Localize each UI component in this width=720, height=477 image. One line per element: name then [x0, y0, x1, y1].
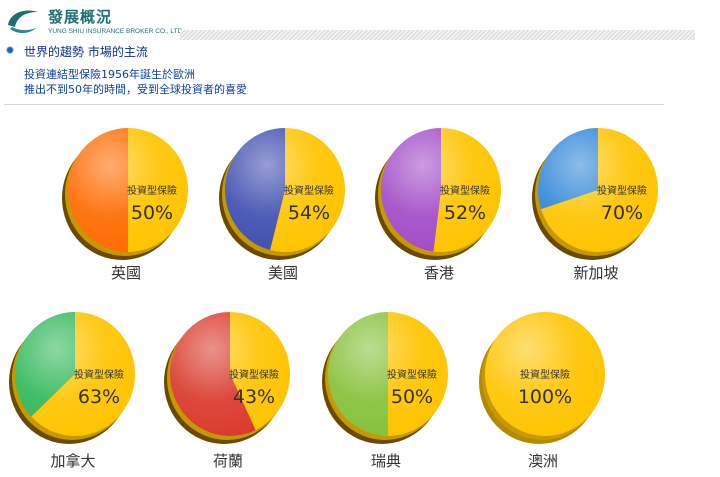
pie-country-label: 英國 — [111, 264, 141, 282]
pie-value-label: 100% — [518, 386, 572, 408]
pie-country-label: 澳洲 — [528, 452, 558, 470]
pie-gloss — [381, 128, 501, 252]
logo-icon — [8, 10, 38, 34]
pie-chart-3: 投資型保險 52% 香港 — [375, 128, 502, 282]
pie-gloss — [15, 312, 135, 436]
pie-chart-7: 投資型保險 50% 瑞典 — [322, 312, 448, 470]
pie-value-label: 70% — [601, 202, 643, 224]
intro-line-2: 推出不到50年的時間，受到全球投資者的喜愛 — [24, 83, 247, 96]
pie-country-label: 美國 — [268, 264, 298, 282]
pie-country-label: 瑞典 — [371, 452, 401, 470]
pie-slice-label: 投資型保險 — [387, 368, 437, 381]
pie-gloss — [328, 312, 448, 436]
pie-value-label: 50% — [391, 386, 433, 408]
section-bullet-icon — [7, 47, 13, 53]
pie-gloss — [485, 312, 605, 436]
intro-line-1: 投資連結型保險1956年誕生於歐洲 — [24, 68, 195, 81]
pie-gloss — [68, 128, 188, 252]
pie-chart-8: 投資型保險 100% 澳洲 — [479, 312, 605, 470]
header-stripe — [180, 30, 695, 40]
pie-country-label: 香港 — [424, 264, 454, 282]
pie-gloss — [538, 128, 658, 252]
pie-slice-label: 投資型保險 — [127, 184, 177, 197]
pie-country-label: 新加坡 — [573, 264, 618, 282]
pie-chart-2: 投資型保險 54% 美國 — [219, 128, 346, 282]
pie-value-label: 50% — [131, 202, 173, 224]
pie-slice-label: 投資型保險 — [440, 184, 490, 197]
pie-slice-label: 投資型保險 — [597, 184, 647, 197]
pie-country-label: 荷蘭 — [213, 452, 243, 470]
brand-title: 發展概況 — [48, 8, 113, 26]
pie-value-label: 43% — [233, 386, 275, 408]
pie-chart-5: 投資型保險 63% 加拿大 — [9, 312, 135, 470]
pie-value-label: 63% — [78, 386, 120, 408]
pie-slice-label: 投資型保險 — [229, 368, 279, 381]
pie-chart-4: 投資型保險 70% 新加坡 — [532, 128, 659, 282]
pie-gloss — [170, 312, 290, 436]
pie-slice-label: 投資型保險 — [520, 368, 570, 381]
pie-country-label: 加拿大 — [50, 452, 95, 470]
pie-slice-label: 投資型保險 — [74, 368, 124, 381]
pie-slice-label: 投資型保險 — [284, 184, 334, 197]
section-title: 世界的趨勢 市場的主流 — [24, 45, 148, 59]
divider — [4, 104, 664, 105]
pie-chart-6: 投資型保險 43% 荷蘭 — [164, 312, 291, 470]
brand-subtitle: YUNG SHIU INSURANCE BROKER CO., LTD. — [48, 28, 185, 35]
header: 發展概況 YUNG SHIU INSURANCE BROKER CO., LTD… — [0, 0, 720, 44]
pie-value-label: 52% — [444, 202, 486, 224]
pie-value-label: 54% — [288, 202, 330, 224]
pie-gloss — [225, 128, 345, 252]
pie-chart-1: 投資型保險 50% 英國 — [62, 128, 188, 282]
